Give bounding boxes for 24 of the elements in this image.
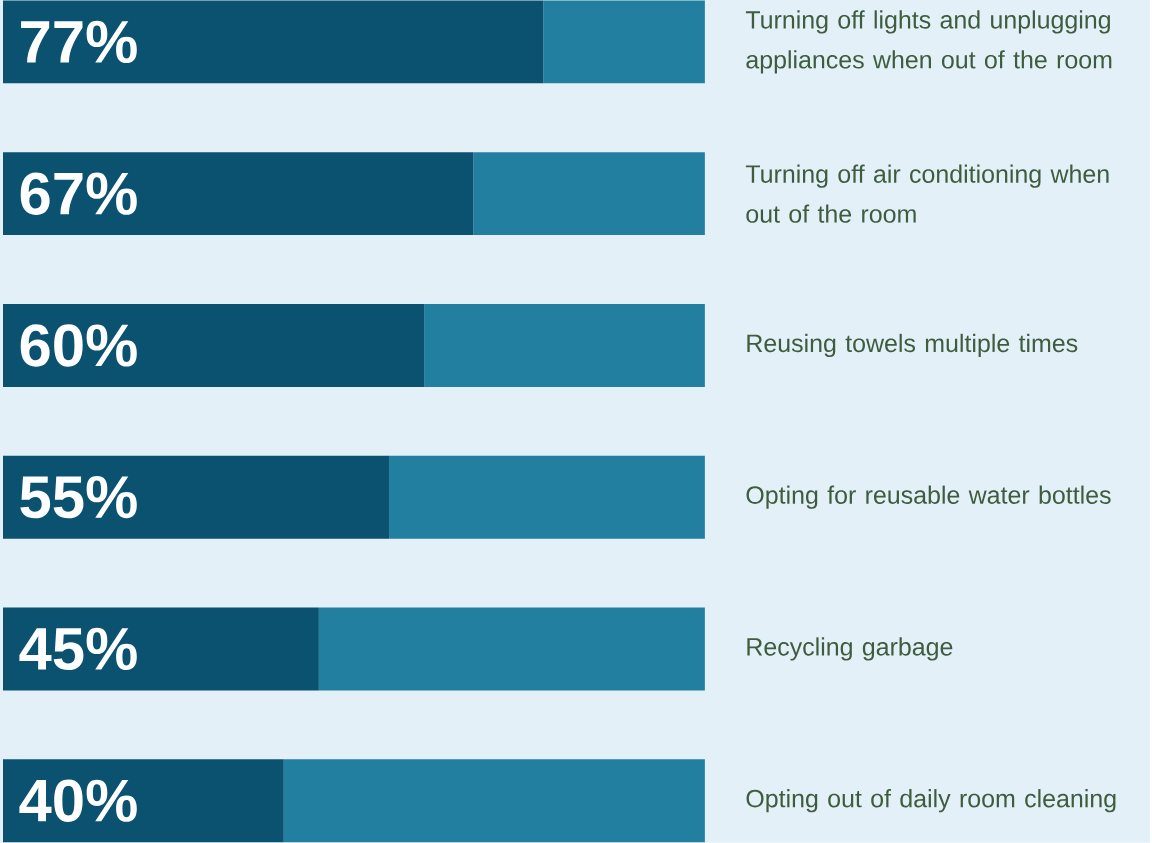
y-tick-label: Opting out of daily room cleaning (746, 789, 1116, 813)
data-label: 45% (19, 627, 137, 671)
bar (3, 0, 544, 84)
y-tick-label: Opting for reusable water bottles (746, 485, 1111, 510)
y-tick-label: Reusing towels multiple times (747, 333, 1078, 358)
data-label: 67% (20, 172, 137, 216)
bar (318, 607, 705, 691)
bar (424, 304, 705, 388)
data-label: 60% (20, 324, 137, 367)
bar (3, 607, 319, 691)
bar (3, 152, 474, 236)
data-label: 55% (20, 476, 137, 519)
y-tick-label: Turning off lights and unplugging appliances when out of the room (745, 10, 1112, 74)
bar (3, 304, 425, 388)
data-label: 77% (21, 21, 137, 64)
bar (389, 455, 705, 539)
y-tick-label: Recycling garbage (747, 637, 953, 661)
data-label: 40% (19, 779, 137, 823)
bar (3, 455, 390, 539)
bar (473, 152, 705, 236)
bar (3, 759, 284, 843)
bar (283, 759, 705, 843)
bar (543, 0, 705, 84)
y-tick-label: Turning off air conditioning when out of the room (745, 164, 1109, 223)
